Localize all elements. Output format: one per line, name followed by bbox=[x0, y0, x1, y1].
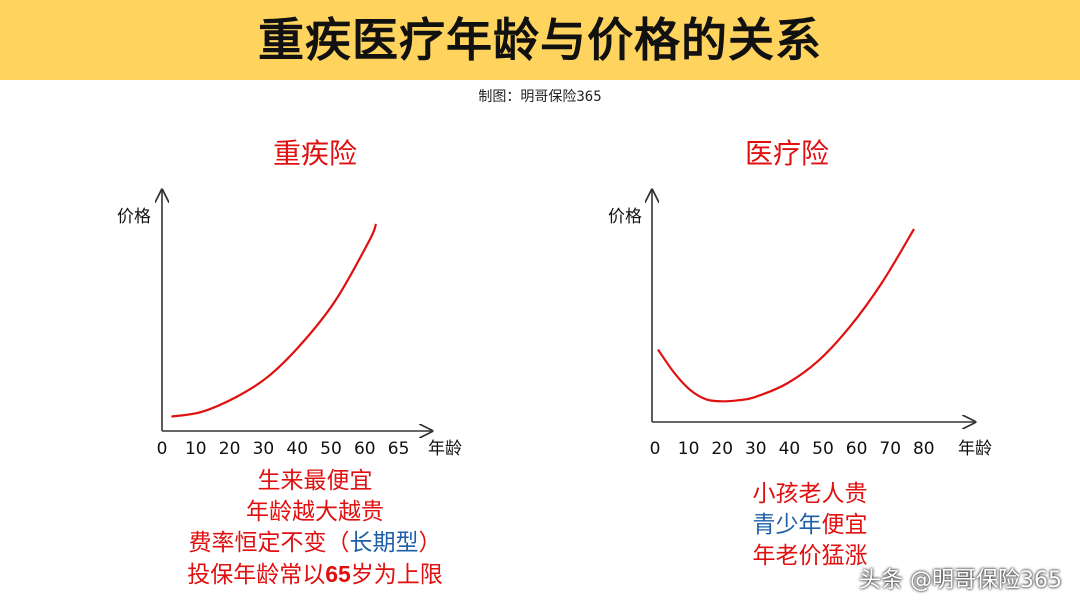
note-segment: 年老价猛涨 bbox=[752, 543, 868, 569]
title-banner bbox=[0, 0, 1080, 80]
x-tick-label-medical: 40 bbox=[779, 439, 801, 459]
note-line: 生来最便宜 bbox=[120, 466, 510, 497]
chart-title-medical: 医疗险 bbox=[744, 137, 829, 170]
note-segment: 长期型 bbox=[349, 530, 419, 556]
x-tick-label-medical: 30 bbox=[745, 439, 767, 459]
note-line: 年老价猛涨 bbox=[660, 541, 960, 572]
notes-critical-illness: 生来最便宜 年龄越大越贵 费率恒定不变（长期型） 投保年龄常以65岁为上限 bbox=[120, 466, 510, 591]
x-tick-label-critical: 65 bbox=[388, 439, 410, 459]
x-tick-label-critical: 20 bbox=[219, 439, 241, 459]
x-tick-label-medical: 50 bbox=[812, 439, 834, 459]
y-axis-label-critical: 价格 bbox=[117, 207, 151, 227]
page-title: 重疾医疗年龄与价格的关系 bbox=[258, 13, 822, 67]
chart-title-critical-illness: 重疾险 bbox=[272, 137, 357, 170]
x-tick-label-critical: 30 bbox=[253, 439, 275, 459]
note-segment: 年龄越大越贵 bbox=[246, 499, 384, 525]
watermark: 头条 @明哥保险365 bbox=[859, 568, 1062, 593]
note-line: 年龄越大越贵 bbox=[120, 497, 510, 528]
x-axis-label-critical: 年龄 bbox=[428, 439, 462, 459]
note-segment: 青少年 bbox=[752, 512, 822, 538]
note-segment: 65 bbox=[325, 561, 351, 587]
chart-critical-illness: 价格 0 10 20 30 40 50 60 65 年龄 bbox=[117, 190, 462, 459]
note-segment: 生来最便宜 bbox=[257, 468, 373, 494]
x-tick-label-medical: 20 bbox=[711, 439, 733, 459]
note-line: 费率恒定不变（长期型） bbox=[120, 528, 510, 559]
note-segment: 投保年龄常以 bbox=[187, 562, 326, 588]
x-tick-label-critical: 50 bbox=[320, 439, 342, 459]
note-segment: 便宜 bbox=[821, 512, 868, 538]
price-curve-critical bbox=[171, 223, 378, 418]
x-tick-label-medical: 70 bbox=[879, 439, 901, 459]
x-tick-label-medical: 0 bbox=[650, 439, 661, 459]
x-axis-label-medical: 年龄 bbox=[958, 439, 992, 459]
note-line: 小孩老人贵 bbox=[660, 479, 960, 510]
y-axis-label-medical: 价格 bbox=[608, 207, 642, 227]
x-tick-label-medical: 80 bbox=[913, 439, 935, 459]
note-segment: 小孩老人贵 bbox=[752, 481, 868, 507]
notes-medical: 小孩老人贵 青少年便宜 年老价猛涨 bbox=[660, 479, 960, 572]
x-tick-label-critical: 10 bbox=[185, 439, 207, 459]
note-line: 青少年便宜 bbox=[660, 510, 960, 541]
x-tick-label-medical: 10 bbox=[678, 439, 700, 459]
price-curve-medical bbox=[657, 228, 915, 403]
note-segment: 费率恒定不变（ bbox=[188, 530, 350, 556]
note-segment: 岁为上限 bbox=[350, 562, 443, 588]
x-tick-label-medical: 60 bbox=[846, 439, 868, 459]
x-tick-label-critical: 60 bbox=[354, 439, 376, 459]
x-tick-label-critical: 0 bbox=[157, 439, 168, 459]
credit-line: 制图：明哥保险365 bbox=[478, 89, 602, 105]
note-line: 投保年龄常以65岁为上限 bbox=[120, 559, 510, 591]
x-tick-label-critical: 40 bbox=[286, 439, 308, 459]
chart-medical: 价格 0 10 20 30 40 50 60 70 80 年龄 bbox=[608, 190, 992, 459]
note-segment: ） bbox=[418, 530, 442, 556]
